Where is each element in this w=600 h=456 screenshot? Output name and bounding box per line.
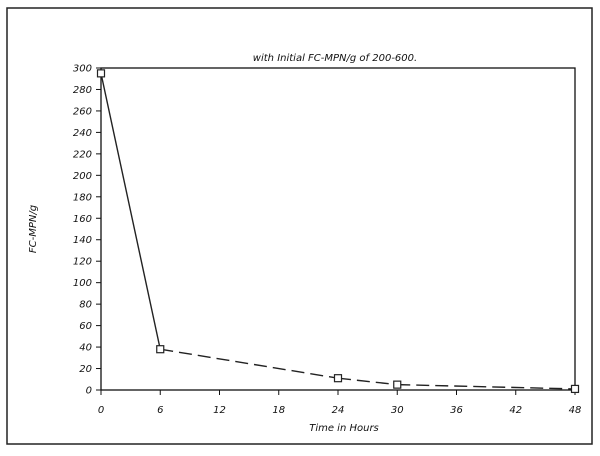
x-tick-label: 48 [569,405,582,416]
outer-frame [6,7,593,445]
x-tick-label: 18 [272,405,285,416]
data-point-marker [156,345,165,354]
y-tick-label: 20 [79,364,92,375]
series-line-segment [160,348,339,379]
y-axis-ticks: 0 20 40 60 80 100 120 140 160 180 200 220 240 260 280 3… [73,64,101,397]
y-tick-label: 220 [73,149,92,160]
data-point-marker [393,380,402,389]
y-tick-label: 280 [73,85,92,96]
x-tick-label: 24 [332,405,345,416]
data-point-marker [96,69,106,78]
data-point-marker [333,374,343,383]
series-lines [100,73,576,390]
x-tick-label: 0 [98,405,104,416]
x-tick-label: 12 [213,405,226,416]
x-tick-label: 6 [157,405,163,416]
x-axis-label: Time in Hours [309,423,379,434]
series-line-segment [100,73,161,350]
y-tick-label: 100 [73,278,92,289]
x-tick-label: 42 [509,405,522,416]
data-point-marker [570,384,580,394]
y-tick-label: 180 [73,192,92,203]
y-tick-label: 60 [79,321,92,332]
x-tick-label: 30 [391,405,404,416]
plot-area [100,67,576,391]
x-axis-ticks: 0 6 12 18 24 30 36 42 48 [98,390,582,416]
y-tick-label: 160 [73,214,92,225]
y-tick-label: 120 [73,257,92,268]
y-tick-label: 240 [73,128,92,139]
y-tick-label: 0 [86,386,92,397]
y-tick-label: 300 [73,64,92,75]
y-tick-label: 200 [73,171,92,182]
y-tick-label: 260 [73,106,92,117]
y-tick-label: 80 [79,300,92,311]
series-markers [96,69,580,394]
series-line-segment [337,377,398,386]
y-tick-label: 140 [73,235,92,246]
series-line-segment [397,383,576,390]
y-axis-label: FC-MPN/g [28,205,39,253]
x-tick-label: 36 [450,405,463,416]
chart-title: with Initial FC-MPN/g of 200-600. [253,53,417,64]
y-tick-label: 40 [79,343,92,354]
